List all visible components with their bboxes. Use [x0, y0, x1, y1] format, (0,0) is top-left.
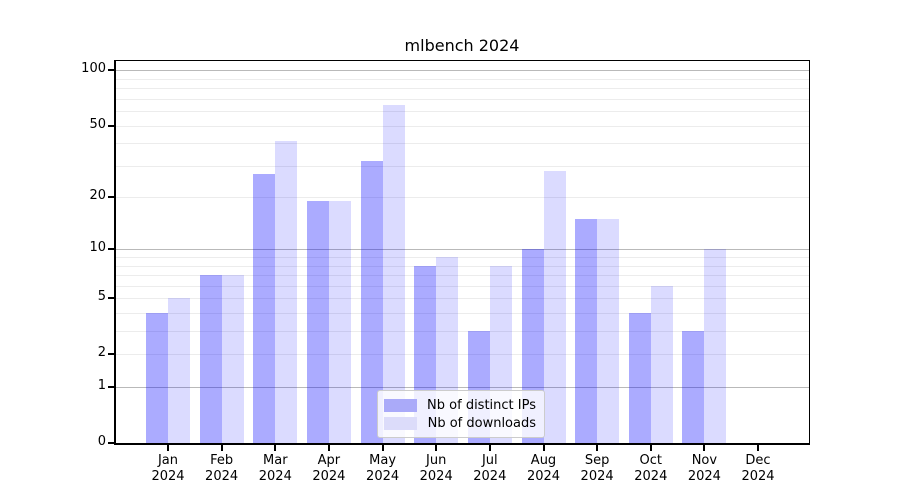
x-tick-label-apr: Apr 2024	[312, 453, 346, 484]
x-tick-mark-aug	[542, 445, 545, 451]
gridline-minor-40	[116, 143, 809, 145]
bar-downloads-oct	[650, 285, 673, 443]
gridline-minor-6	[116, 285, 809, 287]
y-tick-label-100: 100	[81, 61, 106, 77]
x-tick-mark-mar	[274, 445, 277, 451]
gridline-minor-8	[116, 265, 809, 267]
gridline-minor-70	[116, 98, 809, 100]
bar-distinct-ips-feb	[199, 275, 222, 443]
x-tick-mark-apr	[327, 445, 330, 451]
bar-distinct-ips-jan	[146, 313, 168, 443]
y-tick-label-2: 2	[97, 345, 106, 361]
x-tick-label-aug: Aug 2024	[526, 453, 561, 484]
gridline-major-10	[116, 249, 809, 251]
gridline-minor-80	[116, 88, 809, 90]
bar-distinct-ips-sep	[575, 219, 598, 443]
y-tick-label-50: 50	[89, 116, 106, 132]
bar-downloads-may	[382, 104, 405, 443]
bar-downloads-feb	[221, 275, 244, 443]
bar-downloads-sep	[597, 219, 620, 443]
bar-distinct-ips-nov	[682, 331, 705, 443]
plot-area	[114, 60, 810, 445]
chart-title: mlbench 2024	[404, 36, 520, 55]
y-tick-mark-5	[108, 297, 114, 300]
x-tick-mark-jul	[488, 445, 491, 451]
x-tick-label-jun: Jun 2024	[419, 453, 453, 484]
x-tick-mark-oct	[649, 445, 652, 451]
bar-distinct-ips-mar	[253, 174, 276, 443]
bar-distinct-ips-oct	[628, 313, 651, 443]
legend-label-downloads: Nb of downloads	[427, 415, 536, 431]
gridline-minor-3	[116, 331, 809, 333]
legend-item-distinct-ips: Nb of distinct IPs	[384, 396, 536, 414]
legend-item-downloads: Nb of downloads	[384, 414, 536, 432]
x-tick-label-may: May 2024	[366, 453, 400, 484]
x-tick-mark-sep	[596, 445, 599, 451]
gridline-minor-7	[116, 275, 809, 277]
x-tick-label-feb: Feb 2024	[205, 453, 239, 484]
bar-downloads-mar	[275, 141, 298, 443]
bar-downloads-aug	[543, 171, 566, 443]
y-tick-label-1: 1	[97, 378, 106, 393]
bar-downloads-jan	[168, 298, 190, 443]
y-tick-mark-0	[108, 442, 114, 444]
legend: Nb of distinct IPs Nb of downloads	[377, 390, 545, 438]
gridline-minor-4	[116, 313, 809, 315]
x-tick-label-jan: Jan 2024	[151, 453, 185, 484]
y-tick-label-10: 10	[89, 240, 106, 256]
gridline-minor-5	[116, 298, 809, 300]
y-tick-mark-1	[108, 386, 114, 388]
y-tick-mark-50	[108, 124, 114, 127]
x-tick-mark-jun	[435, 445, 438, 451]
gridline-minor-9	[116, 257, 809, 259]
gridline-minor-50	[116, 125, 809, 127]
y-tick-mark-2	[108, 353, 114, 356]
bar-distinct-ips-apr	[306, 201, 329, 443]
y-tick-label-20: 20	[89, 188, 106, 204]
x-tick-label-sep: Sep 2024	[580, 453, 614, 484]
legend-label-distinct-ips: Nb of distinct IPs	[427, 397, 536, 413]
gridline-major-1	[116, 387, 809, 388]
bar-distinct-ips-may	[360, 160, 383, 443]
x-tick-label-oct: Oct 2024	[634, 453, 668, 484]
bar-downloads-nov	[704, 249, 727, 443]
x-tick-label-jul: Jul 2024	[473, 453, 507, 484]
gridline-minor-2	[116, 354, 809, 356]
y-tick-mark-10	[108, 248, 114, 251]
legend-swatch-downloads	[384, 416, 417, 430]
gridline-minor-90	[116, 78, 809, 80]
x-tick-mark-feb	[220, 445, 223, 451]
x-tick-label-nov: Nov 2024	[687, 453, 721, 484]
x-tick-mark-may	[381, 445, 384, 451]
x-tick-mark-jan	[167, 445, 169, 451]
gridline-minor-20	[116, 197, 809, 199]
y-tick-mark-20	[108, 196, 114, 199]
y-tick-mark-100	[108, 69, 114, 72]
y-tick-label-0: 0	[97, 434, 106, 449]
gridline-major-100	[116, 70, 809, 72]
x-tick-label-mar: Mar 2024	[258, 453, 292, 484]
legend-swatch-distinct-ips	[384, 398, 417, 412]
bar-downloads-apr	[328, 201, 351, 443]
x-tick-mark-dec	[757, 445, 759, 451]
gridline-minor-60	[116, 111, 809, 113]
x-tick-label-dec: Dec 2024	[741, 453, 775, 484]
x-tick-mark-nov	[703, 445, 706, 451]
gridline-minor-30	[116, 165, 809, 167]
y-tick-label-5: 5	[97, 289, 106, 305]
